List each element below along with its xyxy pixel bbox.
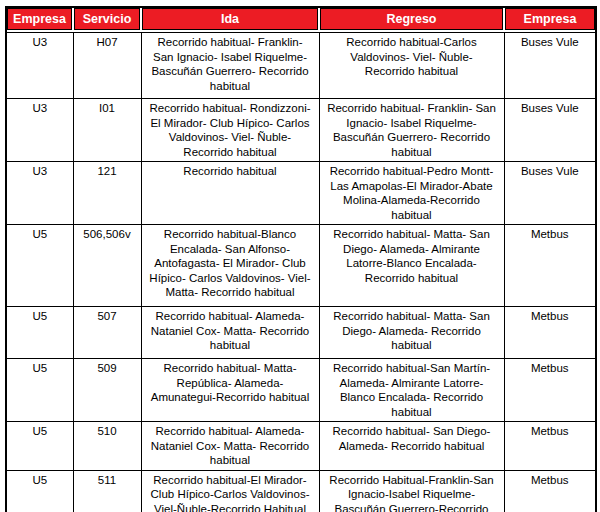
empresa-operadora-cell: Metbus xyxy=(504,422,596,471)
empresa-operadora-cell: Metbus xyxy=(504,359,596,422)
empresa-cell: U5 xyxy=(6,359,73,422)
servicio-cell: 510 xyxy=(73,422,141,471)
table-row: U5 507 Recorrido habitual- Alameda- Nata… xyxy=(6,307,596,359)
header-ida: Ida xyxy=(141,7,319,33)
servicio-cell: H07 xyxy=(73,33,141,99)
header-regreso-label: Regreso xyxy=(320,8,503,30)
header-empresa: Empresa xyxy=(6,7,73,33)
header-empresa-label: Empresa xyxy=(7,8,72,30)
header-regreso: Regreso xyxy=(319,7,504,33)
empresa-operadora-cell: Buses Vule xyxy=(504,162,596,225)
regreso-cell: Recorrido habitual-Pedro Montt- Las Amap… xyxy=(319,162,504,225)
bus-routes-table: Empresa Servicio Ida Regreso Empresa U3 … xyxy=(5,6,597,512)
empresa-cell: U3 xyxy=(6,162,73,225)
empresa-cell: U5 xyxy=(6,225,73,307)
empresa-cell: U3 xyxy=(6,33,73,99)
ida-cell: Recorrido habitual- Alameda- Nataniel Co… xyxy=(141,307,319,359)
regreso-cell: Recorrido habitual- Matta- San Diego- Al… xyxy=(319,307,504,359)
empresa-cell: U3 xyxy=(6,99,73,162)
table-row: U5 511 Recorrido habitual-El Mirador- Cl… xyxy=(6,470,596,512)
empresa-operadora-cell: Buses Vule xyxy=(504,99,596,162)
servicio-cell: 511 xyxy=(73,470,141,512)
ida-cell: Recorrido habitual xyxy=(141,162,319,225)
ida-cell: Recorrido habitual- Matta- República- Al… xyxy=(141,359,319,422)
empresa-cell: U5 xyxy=(6,470,73,512)
servicio-cell: 507 xyxy=(73,307,141,359)
regreso-cell: Recorrido Habitual-Franklin-San Ignacio-… xyxy=(319,470,504,512)
empresa-operadora-cell: Metbus xyxy=(504,225,596,307)
header-servicio-label: Servicio xyxy=(74,8,140,30)
table-body: U3 H07 Recorrido habitual- Franklin- San… xyxy=(6,33,596,512)
regreso-cell: Recorrido habitual- San Diego- Alameda- … xyxy=(319,422,504,471)
servicio-cell: 509 xyxy=(73,359,141,422)
ida-cell: Recorrido habitual-Blanco Encalada- San … xyxy=(141,225,319,307)
header-empresa-operadora: Empresa xyxy=(504,7,596,33)
empresa-cell: U5 xyxy=(6,307,73,359)
servicio-cell: 506,506v xyxy=(73,225,141,307)
ida-cell: Recorrido habitual-El Mirador- Club Hípi… xyxy=(141,470,319,512)
header-empresa-operadora-label: Empresa xyxy=(505,8,595,30)
empresa-operadora-cell: Metbus xyxy=(504,307,596,359)
servicio-cell: I01 xyxy=(73,99,141,162)
regreso-cell: Recorrido habitual- Matta- San Diego- Al… xyxy=(319,225,504,307)
regreso-cell: Recorrido habitual-Carlos Valdovinos- Vi… xyxy=(319,33,504,99)
ida-cell: Recorrido habitual- Franklin- San Ignaci… xyxy=(141,33,319,99)
ida-cell: Recorrido habitual- Rondizzoni- El Mirad… xyxy=(141,99,319,162)
table-row: U5 510 Recorrido habitual- Alameda- Nata… xyxy=(6,422,596,471)
header-servicio: Servicio xyxy=(73,7,141,33)
table-row: U5 506,506v Recorrido habitual-Blanco En… xyxy=(6,225,596,307)
empresa-operadora-cell: Buses Vule xyxy=(504,33,596,99)
table-row: U3 121 Recorrido habitual Recorrido habi… xyxy=(6,162,596,225)
servicio-cell: 121 xyxy=(73,162,141,225)
empresa-operadora-cell: Metbus xyxy=(504,470,596,512)
header-ida-label: Ida xyxy=(142,8,318,30)
empresa-cell: U5 xyxy=(6,422,73,471)
regreso-cell: Recorrido habitual- Franklin- San Ignaci… xyxy=(319,99,504,162)
regreso-cell: Recorrido habitual-San Martín- Alameda- … xyxy=(319,359,504,422)
ida-cell: Recorrido habitual- Alameda- Nataniel Co… xyxy=(141,422,319,471)
table-row: U3 H07 Recorrido habitual- Franklin- San… xyxy=(6,33,596,99)
table-header-row: Empresa Servicio Ida Regreso Empresa xyxy=(6,7,596,33)
table-row: U3 I01 Recorrido habitual- Rondizzoni- E… xyxy=(6,99,596,162)
table-row: U5 509 Recorrido habitual- Matta- Repúbl… xyxy=(6,359,596,422)
